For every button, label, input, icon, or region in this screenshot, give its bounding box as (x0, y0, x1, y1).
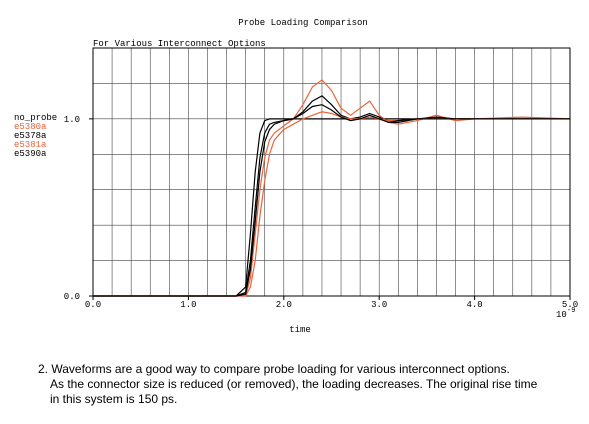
y-tick-label: 1.0 (64, 115, 80, 125)
caption-line: As the connector size is reduced (or rem… (50, 377, 538, 391)
x-tick-label: 0.0 (85, 300, 101, 310)
x-scale-base: 10 (556, 310, 567, 320)
series-line (93, 118, 570, 297)
x-tick-label: 3.0 (371, 300, 387, 310)
caption: 2. Waveforms are a good way to compare p… (38, 362, 537, 407)
x-tick-label: 2.0 (276, 300, 292, 310)
legend-entry: no_probe (14, 113, 57, 123)
legend-entry: e5390a (14, 149, 47, 159)
y-tick-label: 0.0 (64, 292, 80, 302)
x-axis-label: time (289, 325, 311, 335)
chart-title: Probe Loading Comparison (238, 18, 368, 28)
x-tick-label: 5.0 (562, 300, 578, 310)
series-line (93, 111, 570, 297)
plot-frame (92, 47, 571, 297)
legend-entry: e5380a (14, 122, 47, 132)
series-line (93, 79, 571, 297)
series-line (93, 95, 570, 297)
chart: Probe Loading Comparison For Various Int… (14, 18, 578, 335)
x-tick-label: 4.0 (466, 300, 482, 310)
x-tick-label: 1.0 (180, 300, 196, 310)
series-line (93, 104, 570, 297)
x-scale-exponent: -9 (567, 307, 575, 315)
chart-subtitle: For Various Interconnect Options (93, 39, 266, 49)
legend-entry: e5381a (14, 140, 47, 150)
caption-line: 2. Waveforms are a good way to compare p… (38, 362, 510, 376)
caption-line: in this system is 150 ps. (50, 392, 178, 406)
legend-entry: e5378a (14, 131, 47, 141)
